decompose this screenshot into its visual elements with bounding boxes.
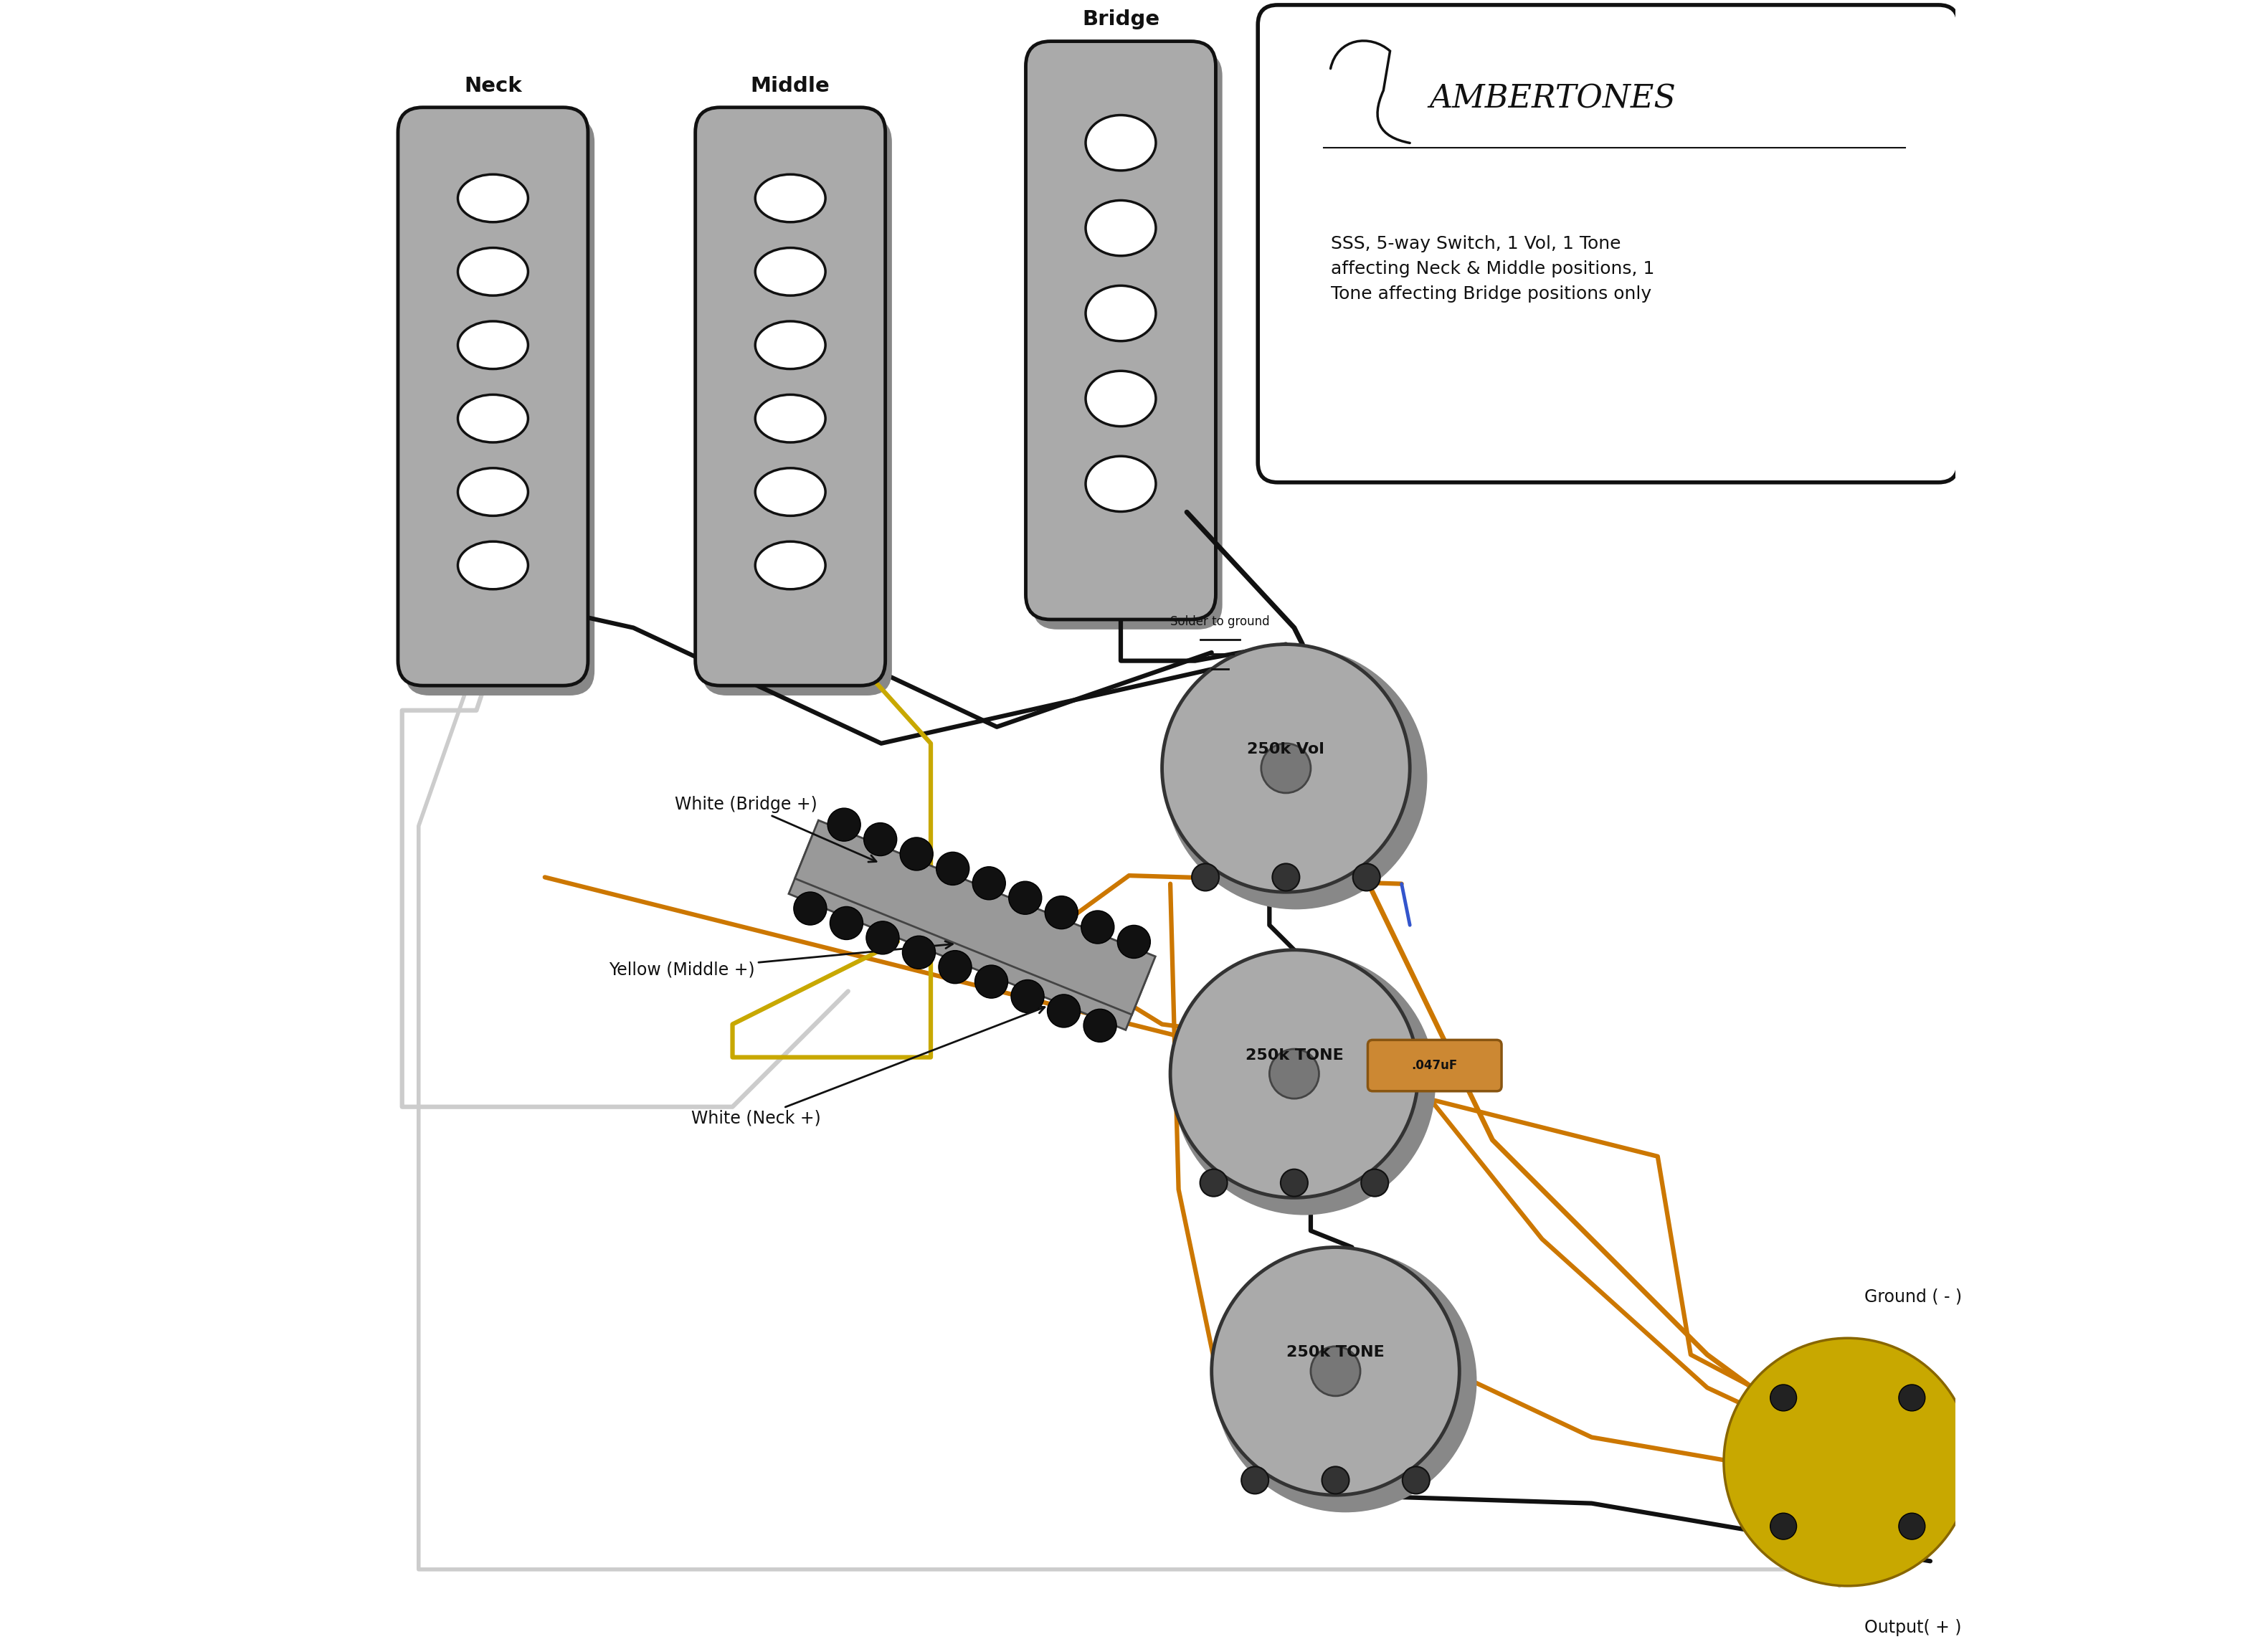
Polygon shape xyxy=(788,836,1149,1029)
Circle shape xyxy=(903,937,935,970)
Ellipse shape xyxy=(1086,456,1156,512)
Circle shape xyxy=(937,852,969,885)
Ellipse shape xyxy=(1086,116,1156,170)
Circle shape xyxy=(1213,1247,1459,1495)
Circle shape xyxy=(1165,646,1427,909)
Circle shape xyxy=(867,922,899,955)
Ellipse shape xyxy=(458,320,528,368)
Circle shape xyxy=(1353,864,1380,890)
Circle shape xyxy=(1242,1467,1269,1493)
Circle shape xyxy=(1262,743,1310,793)
Text: 250k TONE: 250k TONE xyxy=(1244,1047,1344,1062)
Circle shape xyxy=(826,808,860,841)
Ellipse shape xyxy=(458,395,528,443)
Circle shape xyxy=(901,838,933,871)
Text: Solder to ground: Solder to ground xyxy=(1170,615,1269,628)
Text: White (Neck +): White (Neck +) xyxy=(691,1006,1045,1127)
FancyBboxPatch shape xyxy=(1258,5,1958,482)
Circle shape xyxy=(1045,895,1077,928)
FancyBboxPatch shape xyxy=(397,107,587,686)
Circle shape xyxy=(831,907,863,940)
Text: 250k TONE: 250k TONE xyxy=(1287,1345,1384,1360)
Circle shape xyxy=(1082,910,1113,943)
Ellipse shape xyxy=(1086,372,1156,426)
Circle shape xyxy=(1321,1467,1348,1493)
Text: Ground ( - ): Ground ( - ) xyxy=(1865,1289,1962,1305)
FancyBboxPatch shape xyxy=(404,117,594,695)
Text: SSS, 5-way Switch, 1 Vol, 1 Tone
affecting Neck & Middle positions, 1
Tone affec: SSS, 5-way Switch, 1 Vol, 1 Tone affecti… xyxy=(1330,235,1655,302)
Circle shape xyxy=(1118,925,1149,958)
Ellipse shape xyxy=(754,248,826,296)
Ellipse shape xyxy=(754,468,826,515)
Circle shape xyxy=(1009,881,1041,914)
Circle shape xyxy=(1172,952,1436,1216)
Text: .047uF: .047uF xyxy=(1411,1059,1459,1072)
Text: White (Bridge +): White (Bridge +) xyxy=(675,796,876,862)
Polygon shape xyxy=(795,821,1156,1014)
Circle shape xyxy=(1163,644,1409,892)
Circle shape xyxy=(1280,1170,1307,1196)
Ellipse shape xyxy=(754,320,826,368)
Circle shape xyxy=(1362,1170,1389,1196)
Ellipse shape xyxy=(754,395,826,443)
Circle shape xyxy=(1170,950,1418,1198)
Circle shape xyxy=(1048,995,1079,1028)
Circle shape xyxy=(865,823,896,856)
Circle shape xyxy=(973,867,1005,900)
Circle shape xyxy=(1770,1513,1797,1540)
Circle shape xyxy=(1899,1384,1926,1411)
Ellipse shape xyxy=(1086,200,1156,256)
Circle shape xyxy=(1770,1384,1797,1411)
Circle shape xyxy=(1766,1379,1931,1545)
Ellipse shape xyxy=(1086,286,1156,340)
Circle shape xyxy=(1271,864,1301,890)
Circle shape xyxy=(1269,1049,1319,1099)
Ellipse shape xyxy=(458,248,528,296)
Text: Middle: Middle xyxy=(750,76,831,96)
Circle shape xyxy=(1806,1421,1890,1503)
Circle shape xyxy=(1723,1338,1971,1586)
Circle shape xyxy=(1402,1467,1429,1493)
Text: Neck: Neck xyxy=(463,76,522,96)
Circle shape xyxy=(939,950,971,983)
Text: Output( + ): Output( + ) xyxy=(1865,1619,1962,1635)
Text: AMBERTONES: AMBERTONES xyxy=(1429,84,1675,114)
FancyBboxPatch shape xyxy=(695,107,885,686)
Circle shape xyxy=(1310,1346,1359,1396)
Circle shape xyxy=(975,965,1007,998)
Circle shape xyxy=(795,892,826,925)
Circle shape xyxy=(1199,1170,1228,1196)
Ellipse shape xyxy=(458,468,528,515)
Ellipse shape xyxy=(458,175,528,221)
Text: 250k Vol: 250k Vol xyxy=(1246,742,1325,757)
Circle shape xyxy=(1084,1009,1115,1042)
Text: Yellow (Middle +): Yellow (Middle +) xyxy=(610,942,953,978)
FancyBboxPatch shape xyxy=(1368,1041,1502,1092)
Circle shape xyxy=(1012,980,1043,1013)
FancyBboxPatch shape xyxy=(702,117,892,695)
Circle shape xyxy=(1899,1513,1926,1540)
Ellipse shape xyxy=(754,175,826,221)
Circle shape xyxy=(1192,864,1219,890)
FancyBboxPatch shape xyxy=(1025,41,1215,620)
Ellipse shape xyxy=(754,542,826,590)
Circle shape xyxy=(1215,1249,1477,1513)
Ellipse shape xyxy=(458,542,528,590)
Text: Bridge: Bridge xyxy=(1082,10,1161,30)
FancyBboxPatch shape xyxy=(1032,51,1222,629)
